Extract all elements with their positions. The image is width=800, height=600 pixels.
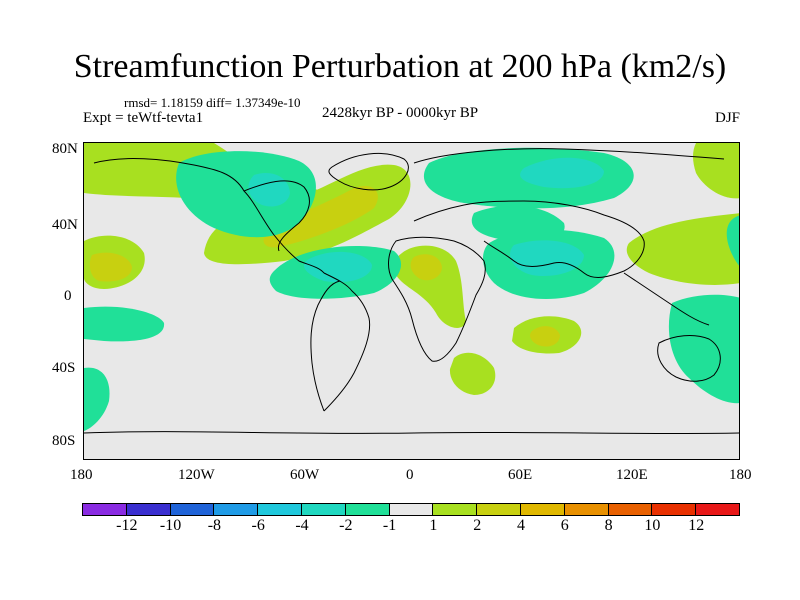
anomaly-region	[510, 240, 584, 277]
lat-label-80n: 80N	[52, 141, 78, 157]
colorbar-swatch	[344, 503, 390, 516]
colorbar-label: -12	[116, 517, 138, 534]
colorbar-label: 8	[604, 517, 613, 534]
lon-label-120e: 120E	[616, 467, 648, 483]
lon-label-120w: 120W	[178, 467, 215, 483]
coastline	[388, 236, 486, 362]
anomaly-region	[89, 252, 132, 282]
colorbar-swatch	[257, 503, 302, 516]
coastline	[323, 272, 371, 412]
lat-label-0: 0	[64, 288, 72, 304]
lat-label-80s: 80S	[52, 433, 76, 449]
experiment-label: Expt = teWtf-tevta1	[83, 110, 204, 126]
anomaly-region	[303, 251, 372, 283]
colorbar-swatch	[169, 503, 215, 516]
colorbar-swatch	[213, 503, 259, 516]
anomaly-region	[263, 185, 378, 248]
anomaly-region	[520, 157, 604, 189]
map-panel	[83, 142, 740, 460]
coastline	[657, 335, 721, 382]
lat-label-40s: 40S	[52, 360, 76, 376]
colorbar-swatch	[651, 503, 697, 516]
colorbar-label: -4	[295, 517, 309, 534]
lat-label-40n: 40N	[52, 217, 78, 233]
anomaly-region	[530, 326, 560, 347]
colorbar-label: -8	[207, 517, 222, 534]
anomaly-region	[693, 143, 739, 199]
colorbar-label: -1	[382, 517, 397, 534]
anomaly-region	[176, 151, 316, 238]
anomaly-region	[726, 215, 739, 266]
colorbar-swatch	[82, 503, 127, 516]
coastline	[413, 200, 645, 278]
chart-title: Streamfunction Perturbation at 200 hPa (…	[73, 48, 727, 85]
anomaly-region	[668, 294, 739, 404]
colorbar-label: 1	[429, 517, 438, 534]
colorbar-swatch	[300, 503, 346, 516]
colorbar-swatch	[563, 503, 609, 516]
season-label: DJF	[714, 110, 740, 126]
anomaly-region	[449, 352, 496, 395]
lon-label-60e: 60E	[508, 467, 533, 483]
coastline	[93, 158, 325, 274]
stats-text: rmsd= 1.18159 diff= 1.37349e-10	[124, 95, 301, 110]
colorbar-swatch	[607, 503, 653, 516]
coastline	[310, 280, 341, 412]
colorbar-swatch	[476, 503, 521, 516]
anomaly-region	[84, 306, 165, 342]
negative-anomaly-layer	[84, 147, 739, 431]
colorbar-swatch	[432, 503, 478, 516]
lon-label-180e: 180	[729, 467, 752, 483]
coastline	[413, 148, 725, 164]
colorbar-label: 2	[473, 517, 482, 534]
anomaly-region	[84, 367, 110, 431]
colorbar-swatch	[695, 503, 740, 516]
colorbar	[82, 503, 740, 516]
coastline-layer	[84, 148, 739, 435]
colorbar-swatch	[125, 503, 171, 516]
colorbar-label: -6	[251, 517, 265, 534]
colorbar-swatch	[388, 503, 434, 516]
period-label: 2428kyr BP - 0000kyr BP	[322, 105, 479, 121]
colorbar-label: -10	[159, 517, 182, 534]
colorbar-label: 10	[644, 517, 661, 534]
lon-label-180w: 180	[70, 467, 93, 483]
colorbar-label: 4	[517, 517, 525, 534]
anomaly-region	[626, 213, 739, 285]
colorbar-label: 12	[688, 517, 705, 534]
lon-label-60w: 60W	[290, 467, 320, 483]
colorbar-label: -2	[339, 517, 353, 534]
colorbar-swatch	[519, 503, 565, 516]
coastline	[328, 153, 409, 191]
lon-label-0: 0	[406, 467, 414, 483]
map-svg	[84, 143, 739, 435]
anomaly-region	[410, 254, 442, 281]
colorbar-label: 6	[560, 517, 569, 534]
coastline	[84, 431, 739, 435]
coastline	[623, 272, 710, 326]
coastline	[243, 180, 310, 252]
